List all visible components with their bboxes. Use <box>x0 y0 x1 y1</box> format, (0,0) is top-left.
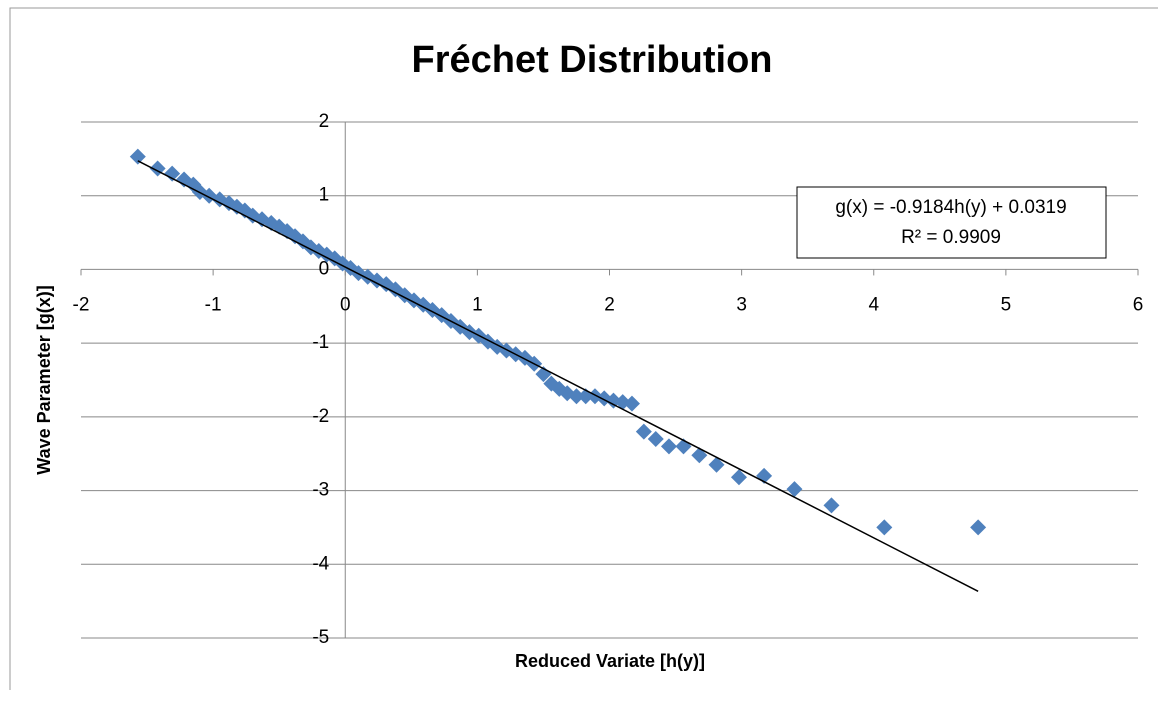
chart-frame <box>9 7 1158 690</box>
point <box>823 497 840 514</box>
y-tick-label: 1 <box>319 185 330 206</box>
annotation: g(x) = -0.9184h(y) + 0.0319 <box>835 197 1066 218</box>
y-tick-label: -1 <box>312 332 329 353</box>
point <box>635 423 652 440</box>
point <box>876 519 893 536</box>
x-tick-label: 3 <box>736 294 747 315</box>
y-tick-label: 2 <box>319 111 330 132</box>
point <box>691 447 708 464</box>
point <box>244 207 261 224</box>
x-tick-label: -2 <box>73 294 90 315</box>
point <box>623 395 640 412</box>
y-tick-label: -5 <box>312 627 329 648</box>
x-tick-label: 5 <box>1001 294 1012 315</box>
x-axis-label: Reduced Variate [h(y)] <box>515 651 705 671</box>
x-tick-label: 4 <box>868 294 879 315</box>
point <box>786 481 803 498</box>
point <box>660 438 677 455</box>
x-tick-label: 2 <box>604 294 615 315</box>
x-tick-label: 1 <box>472 294 483 315</box>
point <box>970 519 987 536</box>
y-tick-label: -2 <box>312 406 329 427</box>
point <box>647 430 664 447</box>
annotation: R² = 0.9909 <box>901 227 1001 248</box>
point <box>730 469 747 486</box>
y-tick-label: -3 <box>312 480 329 501</box>
point <box>708 456 725 473</box>
y-tick-label: 0 <box>319 258 330 279</box>
point <box>568 388 585 405</box>
y-tick-label: -4 <box>312 553 329 574</box>
x-tick-label: -1 <box>205 294 222 315</box>
chart-title: Fréchet Distribution <box>411 39 772 81</box>
trendline <box>137 160 979 593</box>
point <box>129 148 146 165</box>
x-tick-label: 0 <box>340 294 351 315</box>
point <box>164 165 181 182</box>
annotation-box <box>796 186 1107 259</box>
x-tick-label: 6 <box>1133 294 1144 315</box>
y-axis-label: Wave Parameter [g(x)] <box>34 285 54 474</box>
